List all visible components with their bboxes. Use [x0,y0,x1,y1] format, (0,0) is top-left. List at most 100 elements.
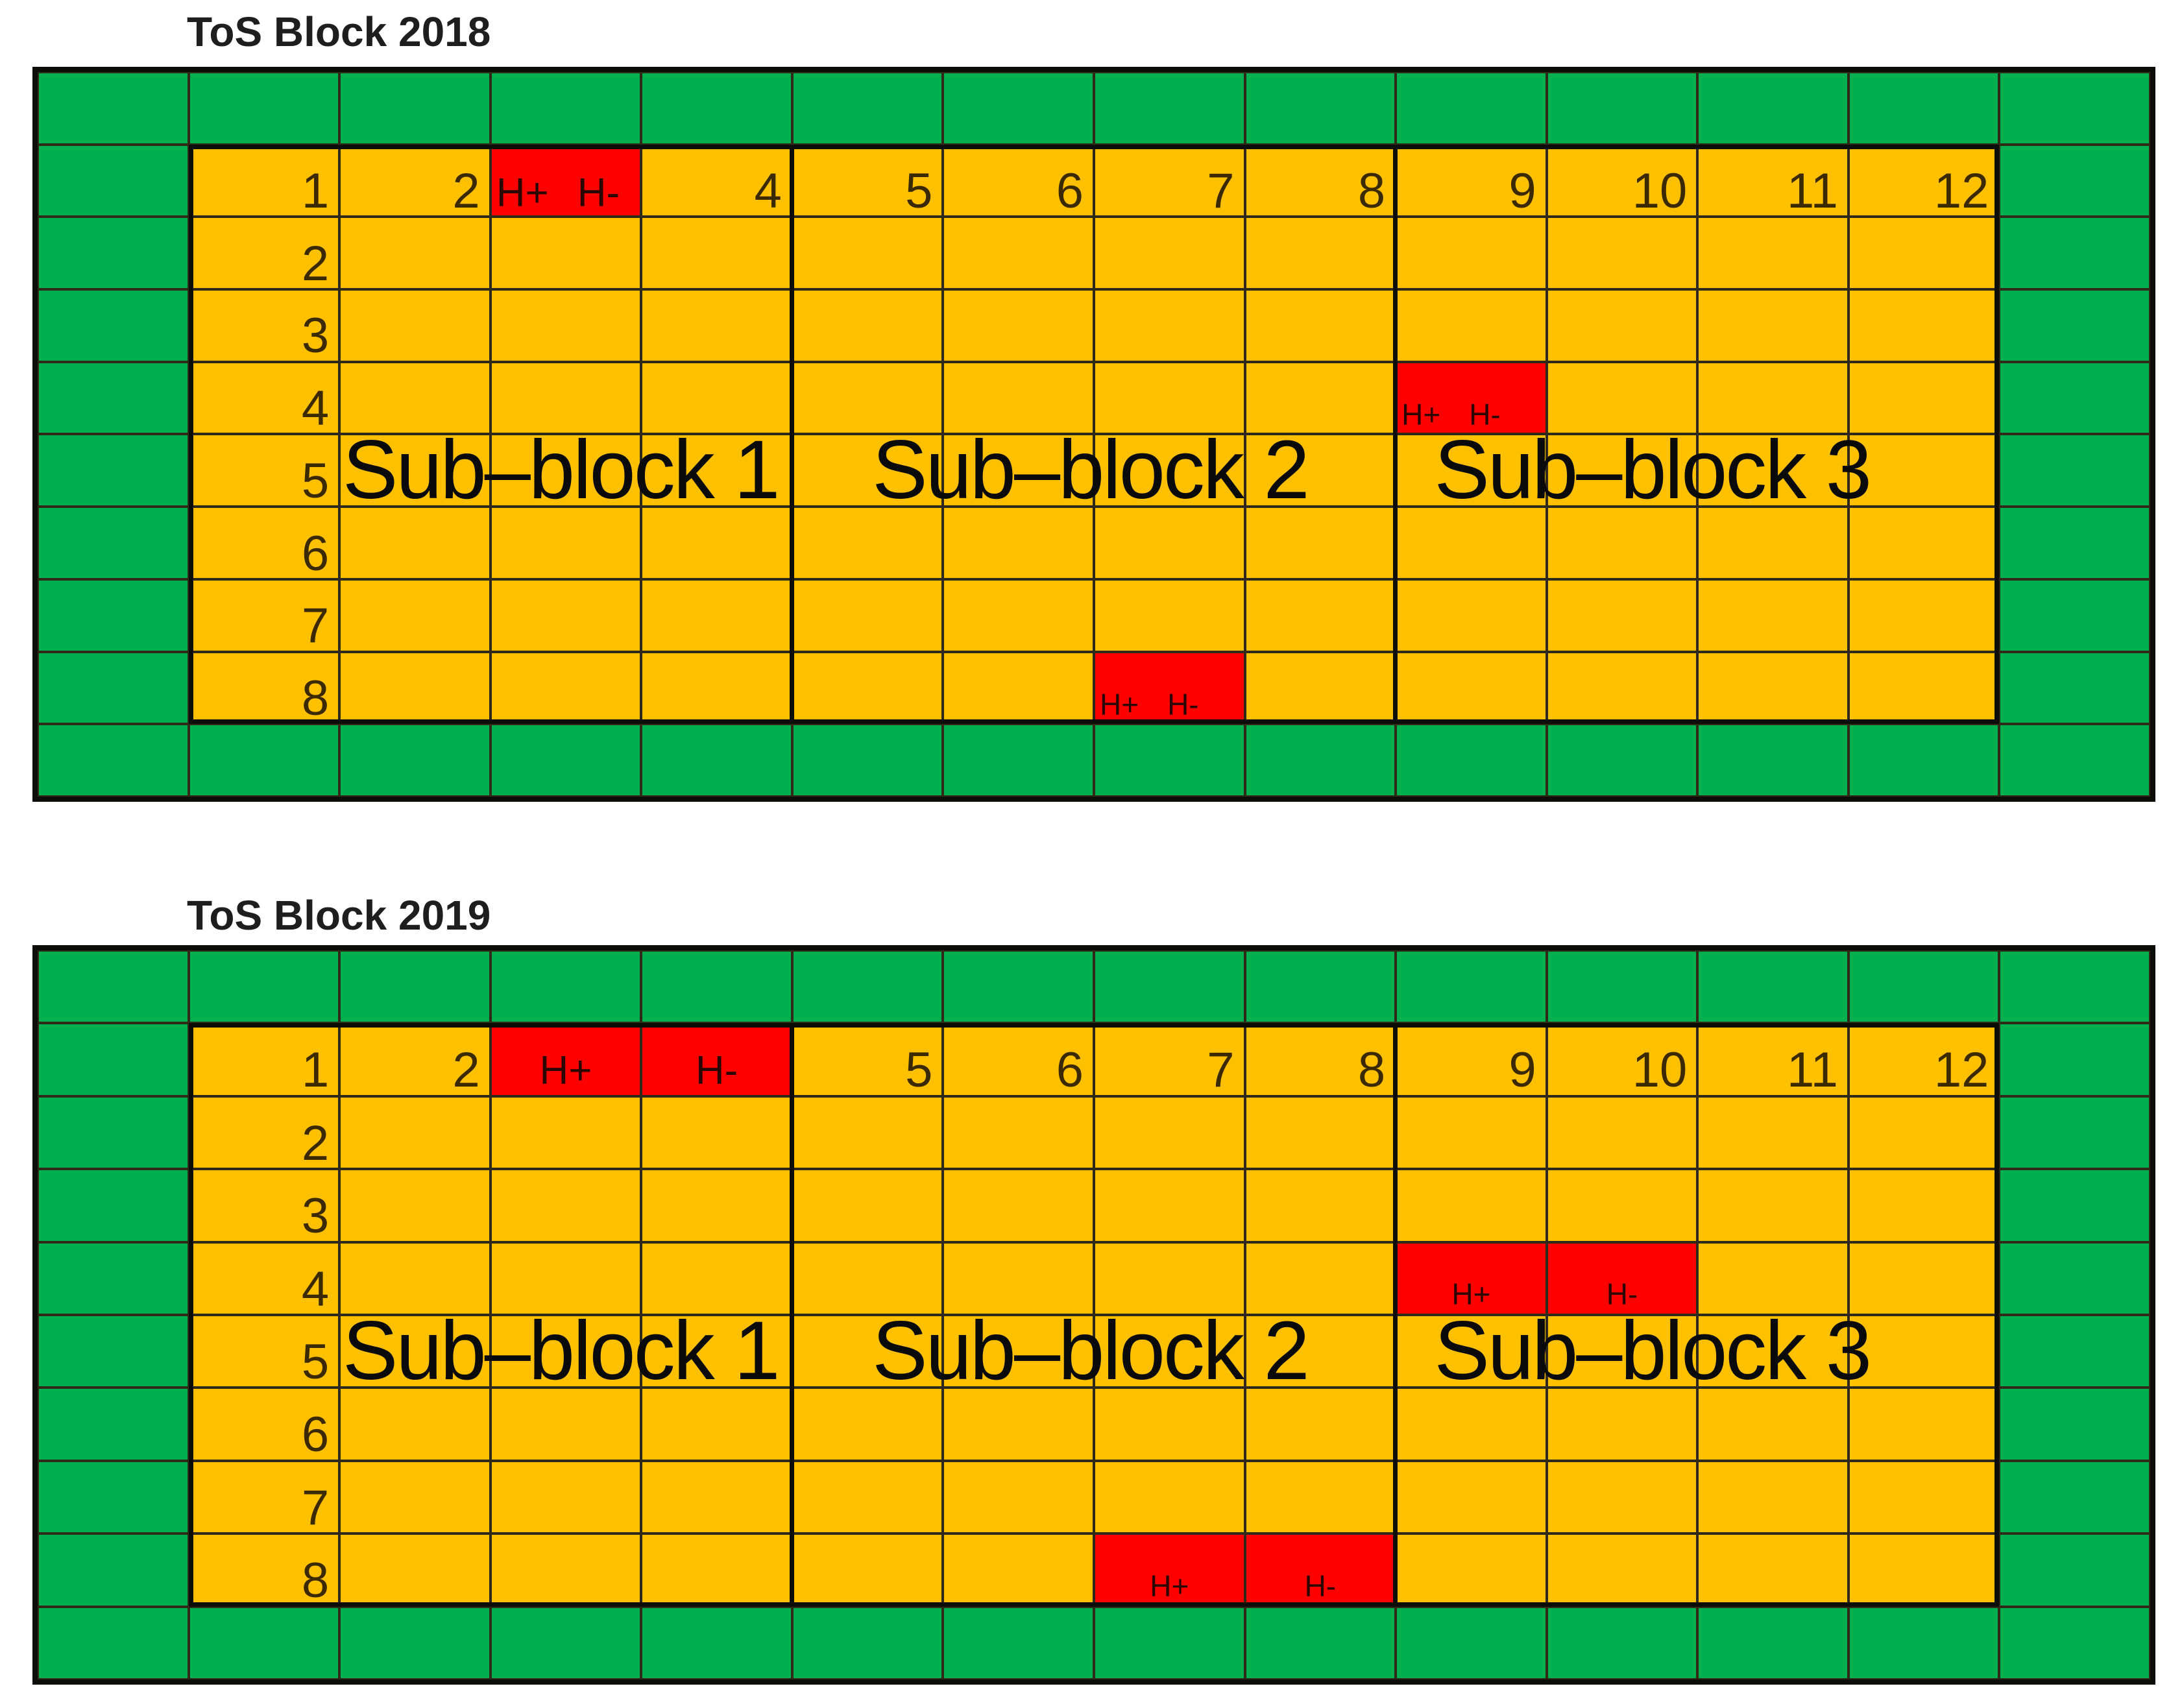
plot-cell [1848,1534,2000,1607]
plot-cell [1093,1388,1245,1461]
border-row-cell [490,950,642,1024]
plot-cell [1093,507,1245,579]
plot-cell [943,217,1094,290]
border-row-cell [339,72,491,145]
plot-cell [490,651,642,725]
border-row-cell [1396,1606,1547,1679]
border-row-cell [1999,434,2150,507]
plot-cell [792,289,943,362]
plot-cell: 7 [188,1460,340,1534]
plot-cell: 8 [188,651,340,726]
plot-cell [490,361,642,435]
plot-cell [641,507,792,579]
hill-treatment-label: H- [1606,1277,1638,1311]
column-number: 6 [1056,1042,1084,1098]
column-number: 8 [1357,1042,1386,1098]
border-row-cell [1244,72,1396,145]
plot-cell [1546,217,1698,290]
plot-cell [490,1242,642,1315]
plot-cell [1848,579,2000,652]
plot-cell [339,217,491,290]
row-number: 2 [301,235,330,291]
column-number: 1 [301,163,330,219]
plot-cell [1697,434,1849,507]
hill-treatment-label: H+ [539,1048,592,1094]
trial-grid-2018: 1 2 H+ H- 4 5 6 7 8 9 10 11 12 2 3 4 H+ H- 5 6 7 8 H+ H- Sub–blo… [32,67,2155,802]
row-number: 4 [301,1261,330,1317]
plot-cell: 2 [188,1096,340,1170]
border-row-cell [1999,1460,2150,1534]
border-row-cell [1999,1023,2150,1096]
border-row-cell [1697,724,1849,797]
plot-cell [1244,1460,1396,1534]
plot-cell [1396,1096,1547,1170]
border-row-cell [1999,651,2150,725]
plot-cell [1396,289,1547,362]
plot-cell [1546,1460,1698,1534]
border-row-cell [1999,579,2150,652]
plot-cell [792,1242,943,1315]
border-row-cell [1546,724,1698,797]
plot-cell: 6 [943,1023,1094,1096]
border-row-cell [943,1606,1094,1679]
border-row-cell [792,950,943,1024]
row-number: 6 [301,1407,330,1463]
plot-cell [1244,361,1396,435]
plot-cell [1546,1534,1698,1607]
border-row-cell [1848,1606,2000,1679]
hill-treatment-label: H+ [1099,688,1139,722]
plot-cell [1546,1096,1698,1170]
hill-plot-cell: H+ H- [490,144,642,217]
plot-cell [1697,289,1849,362]
plot-cell [339,651,491,725]
plot-cell [339,1388,491,1461]
plot-cell: 9 [1396,1023,1547,1096]
plot-cell [943,507,1094,579]
plot-cell [792,1315,943,1388]
plot-cell [1848,361,2000,435]
border-row-cell [490,72,642,145]
plot-cell: 4 [641,144,792,217]
plot-cell: 8 [1244,1023,1396,1098]
plot-cell: 11 [1697,144,1849,217]
hill-treatment-label: H+ [1451,1277,1491,1311]
row-number: 3 [301,308,330,364]
plot-cell [641,361,792,435]
plot-cell [641,1315,792,1388]
border-row-cell [641,72,792,145]
plot-cell: 8 [1244,144,1396,217]
plot-cell [1093,1315,1245,1388]
plot-cell [1396,1534,1547,1607]
plot-cell: 12 [1848,144,2000,219]
plot-cell [1848,217,2000,290]
border-row-cell [38,1606,189,1679]
border-row-cell [943,950,1094,1024]
border-row-cell [641,950,792,1024]
plot-cell: 1 [188,144,340,219]
row-number: 5 [301,1334,330,1390]
plot-cell [641,1534,792,1607]
plot-cell [1697,1242,1849,1315]
border-row-cell [38,507,189,579]
plot-cell [641,579,792,652]
column-number: 12 [1933,163,1989,219]
border-row-cell [1546,950,1698,1024]
hill-plot-cell: H+ H- [1396,361,1547,435]
border-row-cell [38,289,189,362]
plot-cell [1093,289,1245,362]
hill-treatment-label: H- [577,170,620,215]
plot-cell [1546,1388,1698,1461]
plot-cell [792,217,943,290]
plot-cell [339,1169,491,1242]
plot-cell [1697,1534,1849,1607]
column-number: 1 [301,1042,330,1098]
plot-cell [1848,1388,2000,1461]
border-row-cell [188,950,340,1024]
row-number: 8 [301,670,330,726]
plot-cell [1697,1388,1849,1461]
border-row-cell [38,1242,189,1315]
plot-cell [943,579,1094,652]
plot-cell [1244,1315,1396,1388]
border-row-cell [1999,724,2150,797]
border-row-cell [792,72,943,145]
